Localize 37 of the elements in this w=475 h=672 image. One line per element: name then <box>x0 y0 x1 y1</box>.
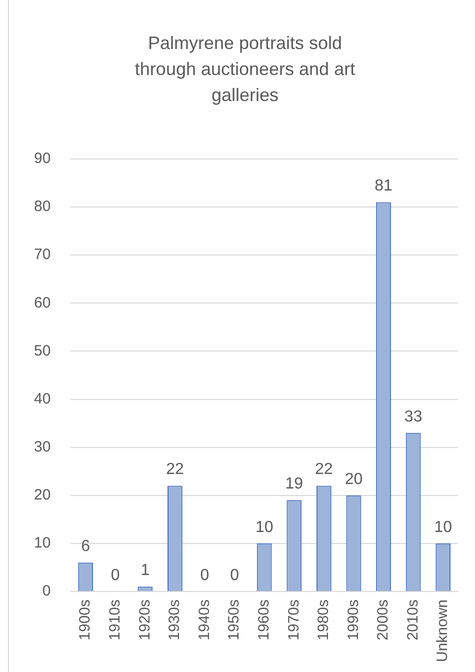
y-tick-label: 0 <box>42 582 51 600</box>
x-tick-label: 2000s <box>374 599 392 640</box>
y-tick-label: 80 <box>34 198 51 216</box>
x-tick-label: 1920s <box>136 599 154 640</box>
y-tick-label: 90 <box>34 150 51 168</box>
y-tick-label: 60 <box>34 294 51 312</box>
y-tick-label: 20 <box>34 486 51 504</box>
y-tick-label: 10 <box>34 534 51 552</box>
data-label: 19 <box>285 476 304 493</box>
data-label: 22 <box>315 461 333 478</box>
x-tick-label: 1950s <box>226 599 243 640</box>
data-label: 22 <box>166 461 184 478</box>
x-tick-label: 1970s <box>285 599 302 640</box>
y-tick-label: 50 <box>34 342 51 360</box>
chart-title: Palmyrene portraits sold through auctioneers and art galleries <box>134 32 356 107</box>
data-label: 0 <box>200 566 210 584</box>
x-tick-label: 1960s <box>255 599 272 640</box>
data-label: 6 <box>81 538 90 556</box>
y-tick-label: 70 <box>34 246 51 264</box>
x-tick-label: 1930s <box>166 599 184 640</box>
x-tick-label: 1910s <box>106 599 124 640</box>
x-tick-label: Unknown <box>434 599 452 662</box>
y-tick-label: 40 <box>34 390 51 408</box>
data-label: 10 <box>434 518 452 536</box>
data-label: 0 <box>110 566 120 584</box>
data-label: 20 <box>344 470 363 488</box>
data-label: 81 <box>374 178 393 195</box>
x-tick-label: 1980s <box>315 599 332 640</box>
y-tick-label: 30 <box>34 438 51 456</box>
x-tick-label: 1900s <box>76 599 94 640</box>
x-tick-label: 1940s <box>196 599 213 640</box>
data-label: 33 <box>404 408 422 426</box>
x-tick-label: 1990s <box>344 599 362 640</box>
data-label: 1 <box>140 562 150 580</box>
data-label: 0 <box>230 566 240 584</box>
data-label: 10 <box>255 518 274 536</box>
x-tick-label: 2010s <box>404 599 422 640</box>
